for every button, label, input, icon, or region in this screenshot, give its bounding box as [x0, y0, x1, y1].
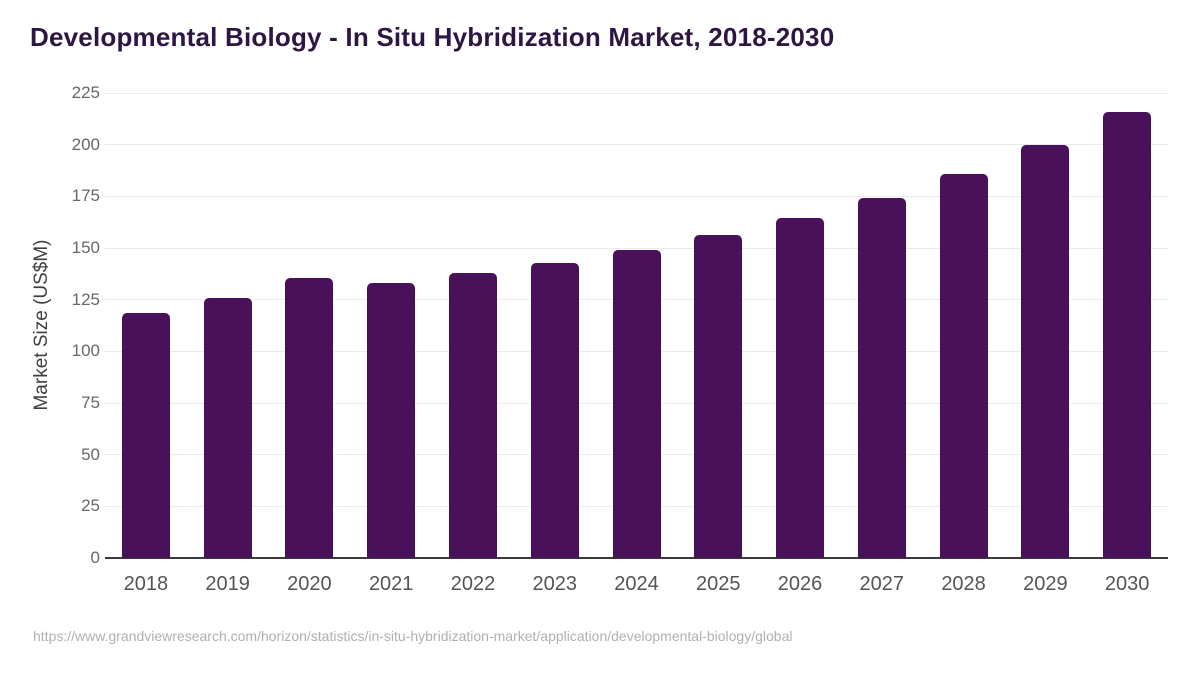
- y-tick-label-200: 200: [71, 134, 100, 154]
- x-tick-label-2021: 2021: [368, 573, 414, 595]
- y-tick-label-225: 225: [71, 83, 100, 102]
- x-tick-label-2022: 2022: [450, 573, 496, 595]
- gridline-225: [105, 92, 1168, 94]
- chart-title: Developmental Biology - In Situ Hybridiz…: [30, 22, 835, 52]
- gridline-200: [105, 144, 1168, 146]
- bar-2028: [939, 173, 988, 558]
- bar-2026: [776, 217, 825, 558]
- bar-2022: [448, 273, 497, 558]
- y-tick-label-0: 0: [90, 548, 100, 567]
- bar-2024: [612, 250, 661, 558]
- bar-2020: [285, 277, 334, 558]
- y-tick-label-25: 25: [81, 496, 100, 516]
- y-tick-label-100: 100: [71, 341, 100, 361]
- bar-2021: [367, 282, 416, 558]
- gridline-150: [105, 247, 1168, 249]
- x-tick-label-2028: 2028: [941, 573, 986, 595]
- x-tick-label-2029: 2029: [1023, 573, 1068, 595]
- bar-2030: [1103, 111, 1152, 558]
- bar-2019: [203, 298, 252, 558]
- y-axis-title: Market Size (US$M): [31, 239, 52, 411]
- x-tick-label-2023: 2023: [532, 573, 577, 595]
- y-tick-label-150: 150: [71, 238, 100, 257]
- x-tick-label-2026: 2026: [777, 573, 823, 595]
- x-tick-label-2025: 2025: [696, 573, 741, 595]
- x-tick-label-2018: 2018: [123, 573, 169, 595]
- source-url: https://www.grandviewresearch.com/horizo…: [33, 628, 793, 644]
- gridline-175: [105, 195, 1168, 197]
- y-tick-label-175: 175: [71, 186, 100, 206]
- x-tick-label-2019: 2019: [205, 573, 250, 595]
- bar-2029: [1021, 145, 1070, 558]
- x-axis-line: [105, 557, 1168, 559]
- y-tick-label-75: 75: [81, 393, 100, 412]
- bar-2018: [121, 313, 170, 558]
- y-tick-label-125: 125: [71, 289, 100, 309]
- x-tick-label-2024: 2024: [614, 573, 659, 595]
- x-tick-label-2030: 2030: [1104, 573, 1150, 595]
- x-tick-label-2020: 2020: [287, 573, 332, 595]
- bar-2027: [857, 197, 906, 558]
- y-tick-label-50: 50: [81, 444, 100, 464]
- bar-2025: [694, 234, 743, 558]
- x-tick-label-2027: 2027: [859, 573, 905, 595]
- bar-2023: [530, 262, 579, 558]
